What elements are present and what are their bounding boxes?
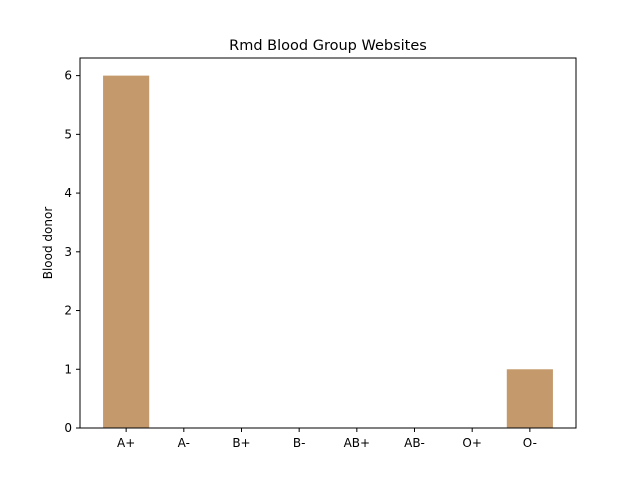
x-tick-label: A+ (117, 436, 135, 450)
bar-A+ (103, 75, 150, 428)
x-tick-label: AB+ (344, 436, 371, 450)
y-axis: 0 1 2 3 4 5 6 (64, 69, 80, 435)
x-tick-label: AB- (404, 436, 425, 450)
y-tick-label: 1 (64, 362, 72, 376)
x-tick-label: B+ (232, 436, 250, 450)
y-tick-label: 2 (64, 304, 72, 318)
x-tick-label: O- (523, 436, 537, 450)
x-axis: A+ A- B+ B- AB+ AB- O+ O- (117, 428, 537, 450)
y-axis-title: Blood donor (41, 207, 55, 280)
y-tick-label: 5 (64, 127, 72, 141)
y-tick-label: 4 (64, 186, 72, 200)
plot-frame (79, 57, 577, 429)
x-tick-label: O+ (462, 436, 482, 450)
chart-title: Rmd Blood Group Websites (229, 38, 427, 54)
y-tick-label: 3 (64, 245, 72, 259)
bar-O- (506, 369, 553, 428)
y-tick-label: 0 (64, 421, 72, 435)
y-tick-label: 6 (64, 69, 72, 83)
x-tick-label: A- (178, 436, 190, 450)
x-tick-label: B- (293, 436, 306, 450)
bars-layer (103, 75, 553, 428)
